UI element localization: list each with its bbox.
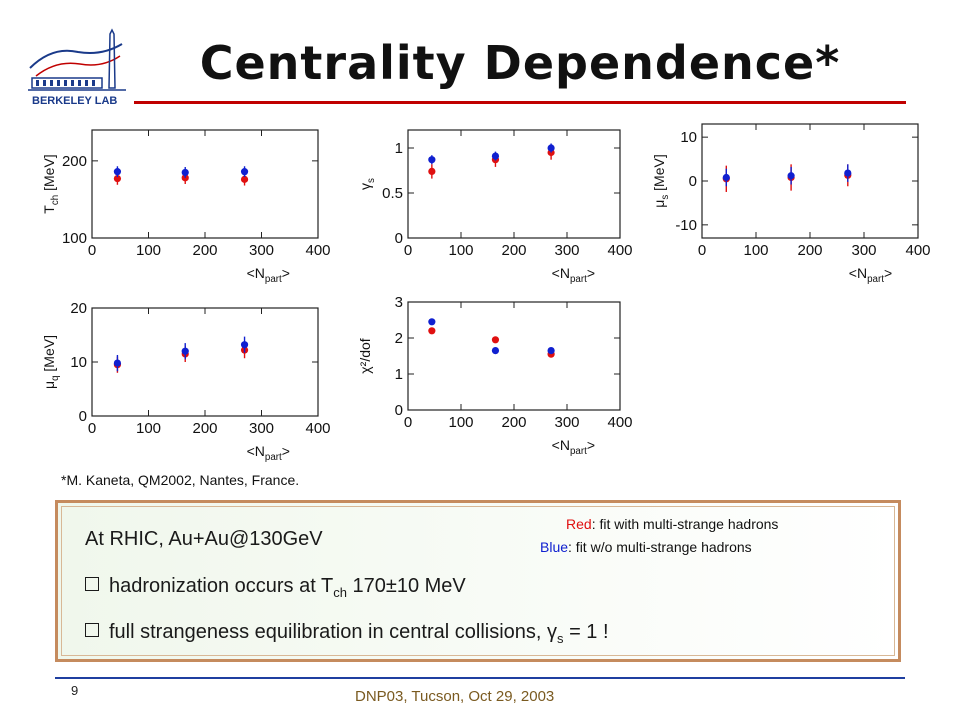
data-point <box>428 327 436 335</box>
plot-frame <box>407 129 621 239</box>
y-tick-label: 10 <box>70 354 87 371</box>
data-point <box>787 172 795 180</box>
x-tick-label: 0 <box>404 414 412 431</box>
x-tick-label: 300 <box>554 242 579 259</box>
x-tick-label: 400 <box>905 242 930 259</box>
x-tick-label: 400 <box>607 414 632 431</box>
x-tick-label: 200 <box>501 414 526 431</box>
data-point <box>181 347 189 355</box>
checkbox-bullet-icon <box>85 577 99 591</box>
data-point <box>491 347 500 355</box>
y-tick-label: 20 <box>70 300 87 317</box>
y-tick-label: 10 <box>680 129 697 146</box>
y-axis-label: χ²/dof <box>360 338 373 373</box>
x-axis-label: <Npart> <box>552 265 595 285</box>
x-tick-label: 0 <box>88 420 96 437</box>
data-point <box>491 152 500 160</box>
berkeley-lab-logo: BERKELEY LAB <box>28 28 126 107</box>
legend-blue: Blue: fit w/o multi-strange hadrons <box>540 539 752 555</box>
summary-box: At RHIC, Au+Au@130GeV hadronization occu… <box>55 500 901 662</box>
x-tick-label: 0 <box>88 242 96 259</box>
x-tick-label: 300 <box>554 414 579 431</box>
data-point <box>181 168 189 177</box>
x-tick-label: 100 <box>448 414 473 431</box>
data-point <box>547 347 555 355</box>
chart-mu-q: 0 100 200 300 400 0 10 20 μq [MeV] <Npart> <box>41 300 331 463</box>
plot-frame <box>701 123 919 239</box>
data-point <box>240 341 249 349</box>
y-tick-label: -10 <box>675 217 697 234</box>
citation: *M. Kaneta, QM2002, Nantes, France. <box>61 472 300 488</box>
x-tick-label: 400 <box>305 242 330 259</box>
x-tick-label: 300 <box>249 242 274 259</box>
y-tick-label: 0 <box>79 408 87 425</box>
data-point <box>428 156 436 164</box>
footer-text: DNP03, Tucson, Oct 29, 2003 <box>355 688 555 705</box>
x-tick-label: 0 <box>404 242 412 259</box>
checkbox-bullet-icon <box>85 623 99 637</box>
x-tick-label: 300 <box>249 420 274 437</box>
chart-chi2-dof: 0 100 200 300 400 0 1 2 3 χ²/dof <Npart> <box>360 294 633 457</box>
plot-frame <box>407 301 621 411</box>
y-tick-label: 100 <box>62 230 87 247</box>
x-tick-label: 100 <box>136 420 161 437</box>
y-tick-label: 0 <box>689 173 697 190</box>
x-tick-label: 200 <box>192 242 217 259</box>
y-tick-label: 1 <box>395 366 403 383</box>
data-point <box>491 336 500 344</box>
y-tick-label: 2 <box>395 330 403 347</box>
plot-frame <box>91 129 319 239</box>
page-number: 9 <box>71 683 79 698</box>
x-axis-label: <Npart> <box>247 265 290 285</box>
y-tick-label: 0.5 <box>382 185 403 202</box>
y-tick-label: 1 <box>395 140 403 157</box>
x-tick-label: 400 <box>607 242 632 259</box>
data-point <box>428 167 436 175</box>
y-axis-label: Tch [MeV] <box>41 154 61 213</box>
y-tick-label: 0 <box>395 230 403 247</box>
x-tick-label: 300 <box>851 242 876 259</box>
x-tick-label: 100 <box>448 242 473 259</box>
data-point <box>547 144 555 152</box>
data-point <box>240 168 249 176</box>
x-axis-label: <Npart> <box>247 443 290 463</box>
x-axis-label: <Npart> <box>849 265 892 285</box>
x-tick-label: 0 <box>698 242 706 259</box>
y-tick-label: 0 <box>395 402 403 419</box>
logo-text: BERKELEY LAB <box>32 95 117 107</box>
bullet-strangeness: full strangeness equilibration in centra… <box>85 621 609 646</box>
bullet-hadronization: hadronization occurs at Tch 170±10 MeV <box>85 575 466 600</box>
summary-heading: At RHIC, Au+Au@130GeV <box>85 528 323 550</box>
plot-frame <box>91 307 319 417</box>
data-point <box>844 169 852 177</box>
y-tick-label: 3 <box>395 294 403 311</box>
x-tick-label: 100 <box>743 242 768 259</box>
y-axis-label: μq [MeV] <box>41 335 61 389</box>
x-tick-label: 400 <box>305 420 330 437</box>
data-point <box>181 174 189 182</box>
x-tick-label: 200 <box>192 420 217 437</box>
data-point <box>113 168 122 176</box>
x-tick-label: 200 <box>797 242 822 259</box>
chart-gamma-s: 0 100 200 300 400 0 0.5 1 γs <Npart> <box>360 129 633 285</box>
x-tick-label: 100 <box>136 242 161 259</box>
slide-title: Centrality Dependence* <box>199 36 841 90</box>
title-rule <box>134 101 906 104</box>
data-point <box>240 175 249 183</box>
y-tick-label: 200 <box>62 153 87 170</box>
legend-red: Red: fit with multi-strange hadrons <box>566 516 779 532</box>
data-point <box>113 359 122 367</box>
data-point <box>428 318 436 326</box>
y-axis-label: γs <box>360 178 377 190</box>
data-point <box>722 173 730 182</box>
x-tick-label: 200 <box>501 242 526 259</box>
y-axis-label: μs [MeV] <box>651 154 671 207</box>
footer-rule <box>55 677 905 679</box>
data-point <box>113 175 122 183</box>
x-axis-label: <Npart> <box>552 437 595 457</box>
